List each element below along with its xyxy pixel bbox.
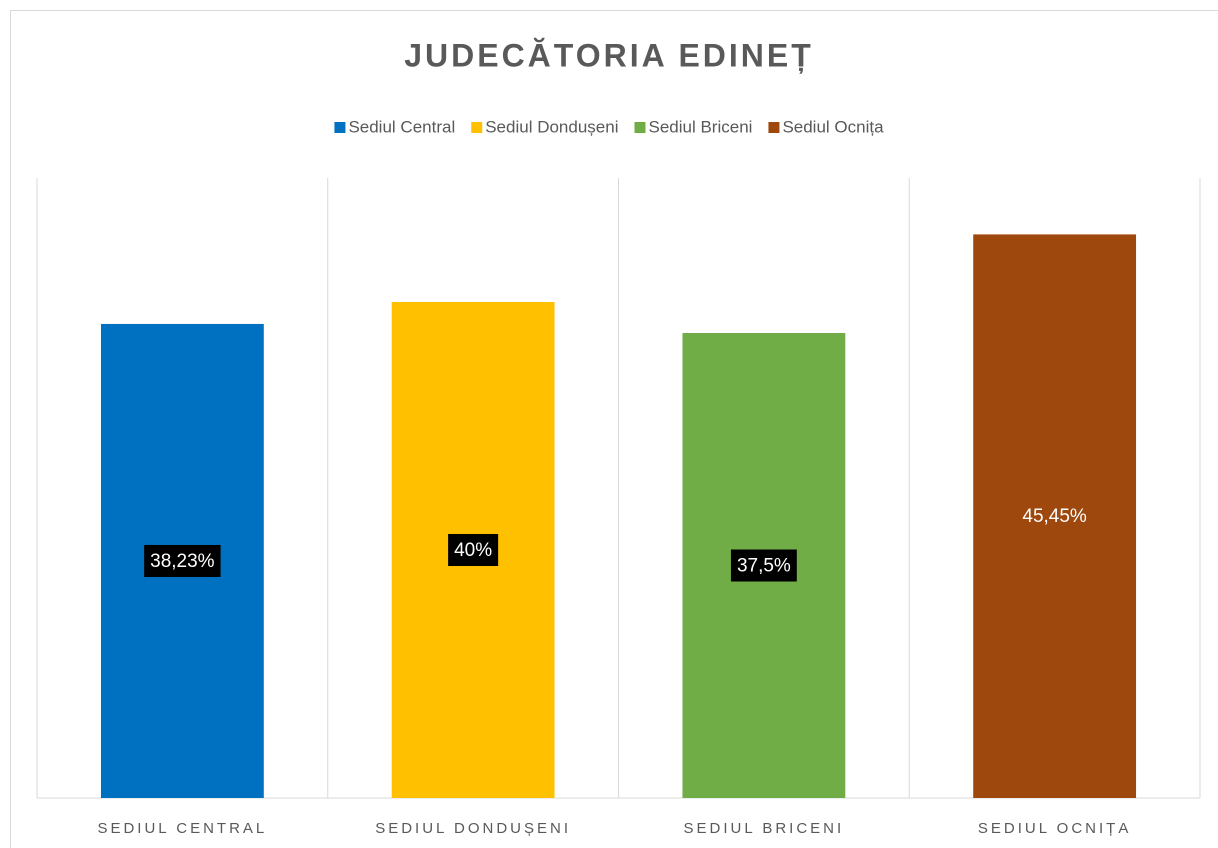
data-label-background	[144, 544, 221, 577]
data-label: 38,23%	[150, 551, 215, 572]
data-label-background	[448, 534, 499, 566]
data-label: 45,45%	[1022, 506, 1087, 527]
data-label: 40%	[454, 540, 492, 561]
x-tick-label: SEDIUL BRICENI	[684, 820, 845, 837]
x-tick-label: SEDIUL DONDUȘENI	[375, 820, 571, 837]
data-label: 37,5%	[737, 556, 791, 577]
legend-swatch	[334, 122, 346, 133]
legend-label: Sediul Dondușeni	[485, 117, 618, 136]
bar	[973, 234, 1137, 799]
x-tick-label: SEDIUL OCNIȚA	[978, 820, 1131, 837]
legend-label: Sediul Central	[348, 117, 455, 136]
chart-title: JUDECĂTORIA EDINEȚ	[404, 37, 814, 73]
legend-swatch	[634, 122, 646, 133]
x-tick-label: SEDIUL CENTRAL	[97, 820, 267, 837]
legend-label: Sediul Ocnița	[782, 117, 884, 136]
legend-swatch	[768, 122, 780, 133]
data-label-background	[730, 549, 797, 582]
legend-swatch	[471, 122, 483, 133]
legend-label: Sediul Briceni	[648, 117, 752, 136]
